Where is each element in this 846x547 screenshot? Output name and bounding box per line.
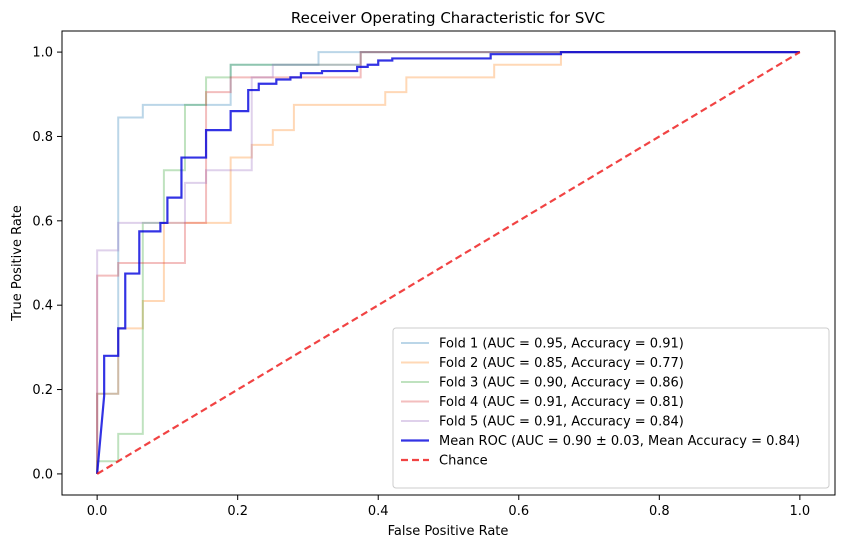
- x-tick-label: 0.2: [227, 504, 248, 519]
- plot-frame: [61, 30, 836, 496]
- legend-entry-label: Chance: [439, 454, 488, 469]
- x-tick-label: 0.6: [508, 504, 529, 519]
- legend-entry-label: Fold 1 (AUC = 0.95, Accuracy = 0.91): [439, 337, 684, 352]
- y-tick-label: 0.2: [32, 383, 53, 398]
- x-tick-label: 0.4: [368, 504, 389, 519]
- series-line-1: [96, 51, 800, 474]
- plot-lines: [96, 50, 801, 475]
- series-line-4: [96, 51, 800, 474]
- legend-entry-label: Fold 5 (AUC = 0.91, Accuracy = 0.84): [439, 415, 684, 430]
- y-tick-label: 0.8: [32, 130, 53, 145]
- series-line-2: [96, 51, 800, 474]
- series-line-5: [96, 51, 800, 474]
- legend-box: [392, 327, 830, 489]
- legend-entry-label: Fold 4 (AUC = 0.91, Accuracy = 0.81): [439, 395, 684, 410]
- series-line-6: [96, 50, 800, 475]
- x-axis-ticks: 0.0 0.2 0.4 0.6 0.8 1.0: [87, 495, 810, 519]
- legend-entry-label: Mean ROC (AUC = 0.90 ± 0.03, Mean Accura…: [439, 434, 800, 449]
- x-tick-label: 1.0: [790, 504, 811, 519]
- x-axis-label: False Positive Rate: [388, 524, 509, 539]
- y-tick-label: 0.0: [32, 467, 53, 482]
- y-tick-label: 1.0: [32, 46, 53, 61]
- x-tick-label: 0.8: [649, 504, 670, 519]
- x-tick-label: 0.0: [87, 504, 108, 519]
- chart-title: Receiver Operating Characteristic for SV…: [291, 9, 605, 27]
- y-axis-ticks: 0.0 0.2 0.4 0.6 0.8 1.0: [32, 46, 62, 482]
- y-axis-label: True Positive Rate: [10, 205, 25, 322]
- series-line-3: [96, 51, 800, 474]
- legend: Fold 1 (AUC = 0.95, Accuracy = 0.91) Fold…: [392, 327, 830, 489]
- legend-entry-label: Fold 2 (AUC = 0.85, Accuracy = 0.77): [439, 356, 684, 371]
- legend-entry-label: Fold 3 (AUC = 0.90, Accuracy = 0.86): [439, 376, 684, 391]
- series-line-7: [96, 51, 801, 475]
- y-tick-label: 0.4: [32, 299, 53, 314]
- y-tick-label: 0.6: [32, 214, 53, 229]
